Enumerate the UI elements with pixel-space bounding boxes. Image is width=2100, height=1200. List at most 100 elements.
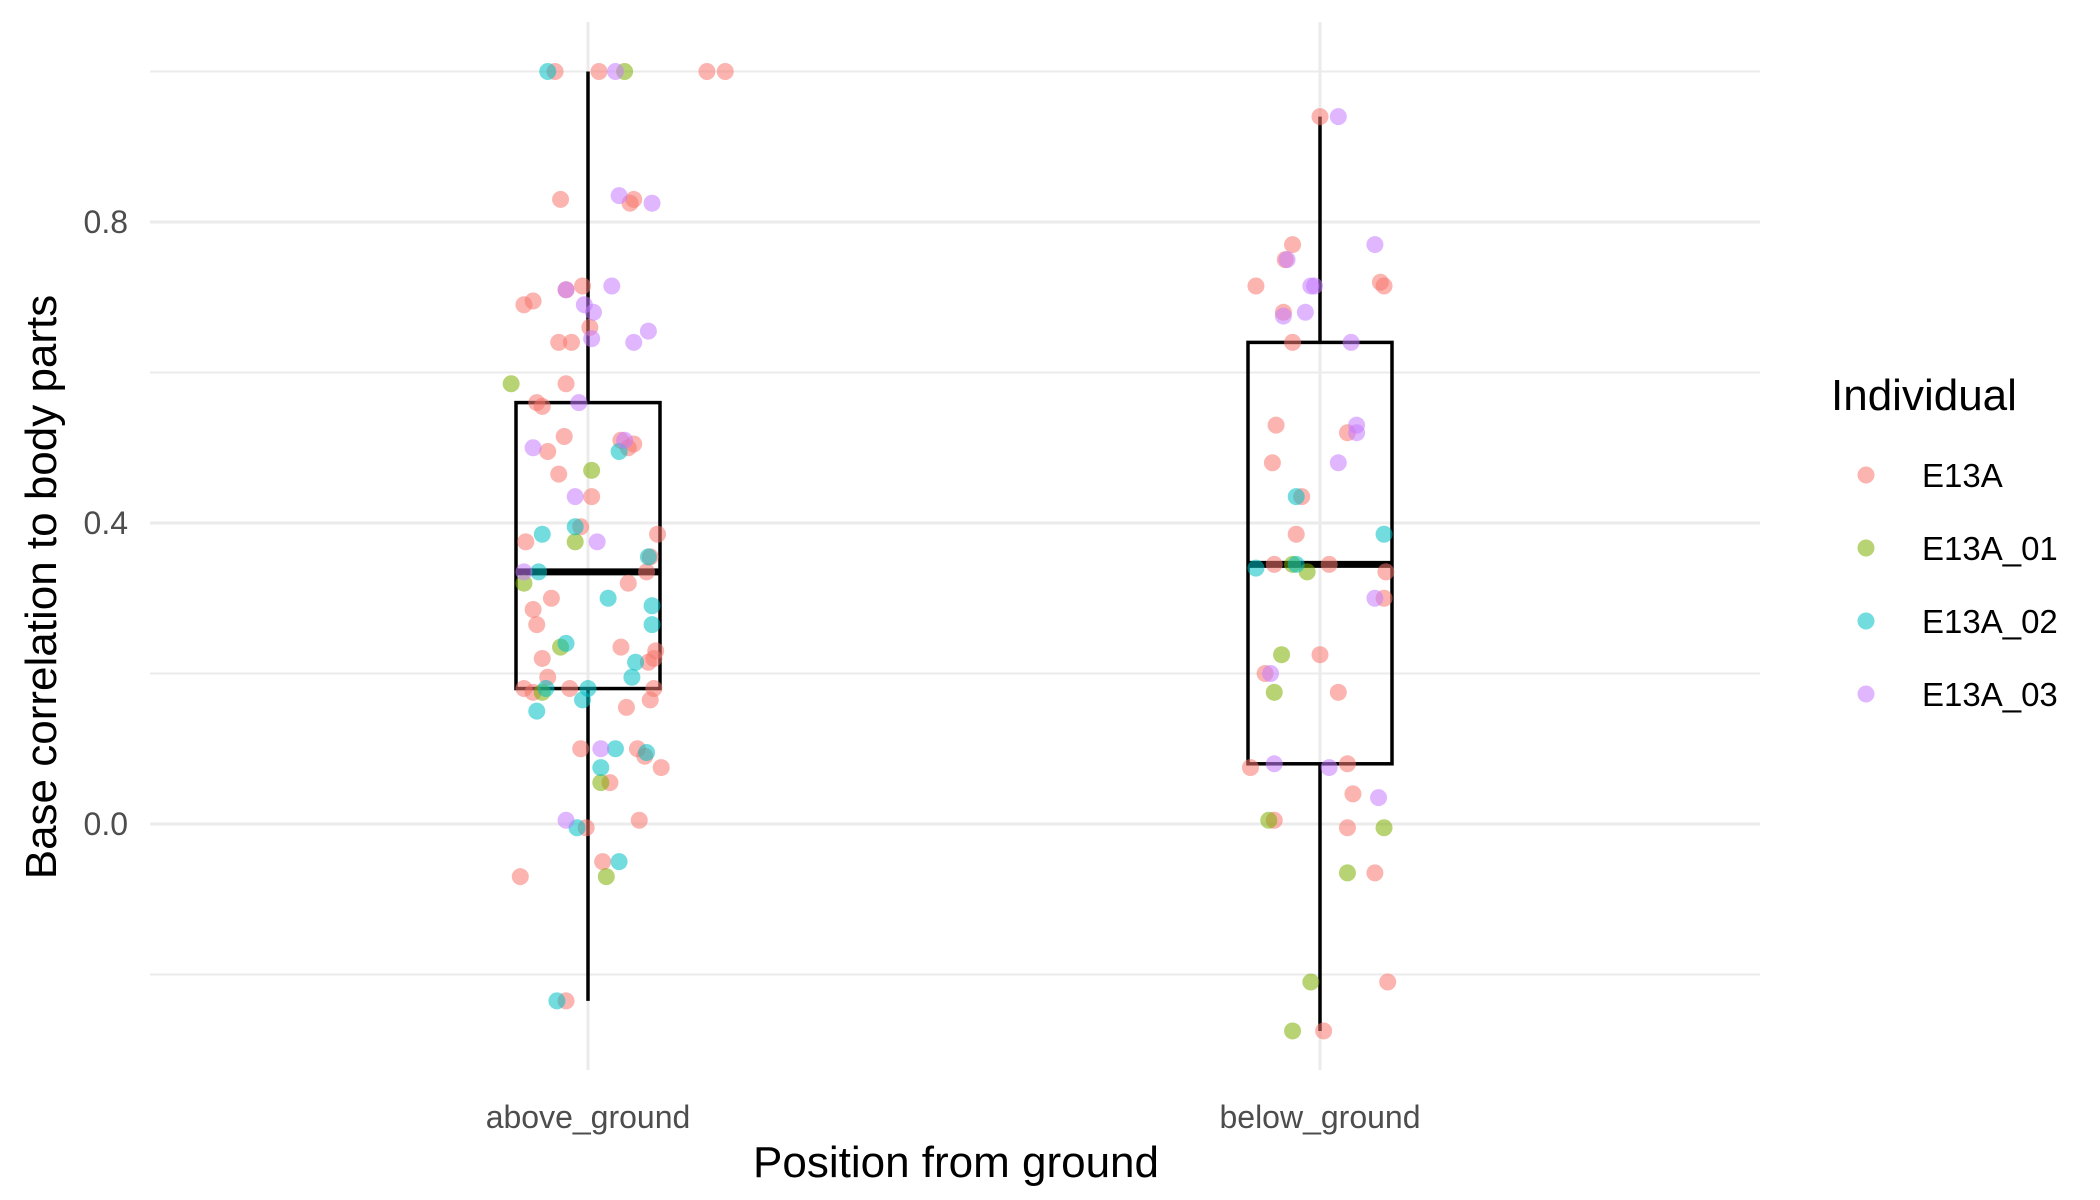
series-E13A_03: [515, 63, 1388, 829]
data-point: [1344, 785, 1362, 803]
data-point: [511, 868, 529, 886]
data-point: [649, 525, 667, 543]
data-point: [530, 563, 548, 581]
data-point: [599, 589, 617, 607]
data-point: [619, 574, 637, 592]
data-point: [616, 431, 634, 449]
legend-key: [1857, 612, 1875, 630]
data-point: [610, 187, 628, 205]
data-point: [625, 190, 643, 208]
data-point: [557, 375, 575, 393]
data-point: [1247, 559, 1265, 577]
y-axis-title: Base correlation to body parts: [17, 295, 66, 880]
data-point: [517, 533, 535, 551]
series-E13A_02: [528, 63, 1393, 1010]
data-point: [606, 740, 624, 758]
data-point: [1370, 789, 1388, 807]
data-point: [698, 63, 716, 80]
data-point: [1260, 811, 1278, 829]
data-point: [539, 63, 557, 80]
data-point: [1329, 683, 1347, 701]
legend: Individual E13A E13A_01 E13A_02 E13A_03: [1831, 371, 2058, 713]
data-point: [594, 853, 612, 871]
data-point: [533, 397, 551, 415]
data-point: [590, 63, 608, 80]
data-point: [566, 488, 584, 506]
data-point: [524, 292, 542, 310]
data-point: [1287, 525, 1305, 543]
data-point: [566, 533, 584, 551]
data-point: [533, 649, 551, 667]
data-point: [1265, 755, 1283, 773]
x-tick-label: above_ground: [486, 1099, 691, 1135]
data-point: [716, 63, 734, 80]
data-point: [574, 277, 592, 295]
data-point: [592, 774, 610, 792]
data-point: [630, 811, 648, 829]
data-point: [1296, 303, 1314, 321]
data-point: [515, 563, 533, 581]
data-point: [610, 853, 628, 871]
data-point: [566, 518, 584, 536]
grid: [150, 22, 1760, 1070]
data-point: [1329, 454, 1347, 472]
data-point: [617, 698, 635, 716]
x-tick-label: below_ground: [1219, 1099, 1420, 1135]
data-point: [606, 63, 624, 80]
data-point: [557, 634, 575, 652]
data-point: [597, 868, 615, 886]
legend-label: E13A_02: [1922, 603, 2058, 640]
data-point: [641, 691, 659, 709]
box-iqr: [1246, 340, 1394, 766]
axes: 0.0 0.4 0.8 above_ground below_ground: [84, 204, 1421, 1135]
data-point: [1375, 277, 1393, 295]
data-point: [1274, 307, 1292, 325]
data-point: [1311, 108, 1329, 126]
data-point: [574, 691, 592, 709]
data-point: [548, 992, 566, 1010]
legend-key: [1857, 685, 1875, 703]
data-point: [638, 563, 656, 581]
data-point: [528, 702, 546, 720]
data-point: [1273, 646, 1291, 664]
data-point: [1311, 646, 1329, 664]
data-point: [542, 589, 560, 607]
data-point: [625, 333, 643, 351]
data-point: [603, 277, 621, 295]
data-point: [1377, 563, 1395, 581]
data-point: [1262, 665, 1280, 682]
data-point: [1375, 525, 1393, 543]
data-point: [643, 616, 661, 634]
data-point: [1247, 277, 1265, 295]
data-point: [557, 811, 575, 829]
data-point: [1302, 277, 1320, 295]
data-point: [638, 744, 656, 762]
series-E13A_01: [502, 63, 1393, 1040]
data-point: [1287, 555, 1305, 573]
data-point: [528, 616, 546, 634]
data-point: [1329, 108, 1347, 126]
y-tick-label: 0.0: [84, 806, 128, 842]
data-point: [583, 488, 601, 506]
data-point: [1379, 973, 1397, 991]
jitter-points: [502, 63, 1397, 1040]
data-point: [1366, 236, 1384, 254]
data-point: [1338, 864, 1356, 882]
data-point: [639, 653, 657, 671]
data-point: [1342, 333, 1360, 351]
data-point: [1338, 755, 1356, 773]
data-point: [1338, 819, 1356, 837]
data-point: [639, 548, 657, 566]
data-point: [533, 525, 551, 543]
data-point: [552, 190, 570, 208]
data-point: [561, 680, 579, 698]
data-point: [1263, 454, 1281, 472]
data-point: [1320, 759, 1338, 777]
data-point: [1320, 555, 1338, 573]
data-point: [583, 330, 601, 348]
data-point: [588, 533, 606, 551]
data-point: [1284, 236, 1302, 254]
data-point: [539, 443, 557, 461]
legend-label: E13A: [1922, 457, 2003, 494]
